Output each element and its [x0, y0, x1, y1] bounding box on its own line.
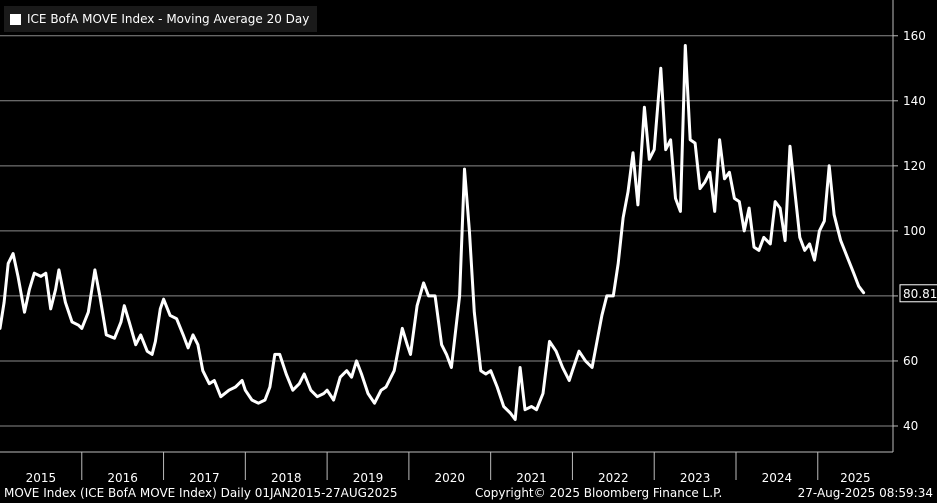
legend-swatch: [10, 13, 21, 25]
x-tick-label: 2019: [353, 471, 384, 485]
y-tick-label: 40: [903, 419, 918, 433]
footer-copyright: Copyright© 2025 Bloomberg Finance L.P.: [475, 486, 723, 500]
x-tick-label: 2022: [598, 471, 629, 485]
x-tick-label: 2023: [680, 471, 711, 485]
x-axis: 2015 2016 2017 2018 2019 2020 2021 2022 2023 2024…: [0, 451, 893, 485]
footer-timestamp: 27-Aug-2025 08:59:34: [797, 486, 933, 500]
last-value-label: 80.81: [903, 287, 937, 301]
grid-lines: [0, 35, 893, 427]
y-tick-label: 140: [903, 94, 926, 108]
series-line: [0, 44, 866, 421]
x-tick-label: 2018: [271, 471, 302, 485]
y-tick-label: 160: [903, 29, 926, 43]
y-tick-label: 100: [903, 224, 926, 238]
x-tick-label: 2017: [189, 471, 220, 485]
chart-title: ICE BofA MOVE Index - Moving Average 20 …: [27, 12, 310, 26]
x-tick-label: 2016: [107, 471, 138, 485]
x-tick-label: 2015: [26, 471, 57, 485]
x-tick-label: 2025: [840, 471, 871, 485]
chart-legend: ICE BofA MOVE Index - Moving Average 20 …: [4, 6, 318, 32]
y-tick-label: 60: [903, 354, 918, 368]
x-tick-label: 2020: [434, 471, 465, 485]
last-value-marker: 80.81: [899, 284, 937, 303]
x-tick-label: 2021: [516, 471, 547, 485]
footer-source: MOVE Index (ICE BofA MOVE Index) Daily 0…: [4, 486, 398, 500]
y-axis: 406080100120140160: [892, 0, 926, 452]
x-tick-label: 2024: [762, 471, 793, 485]
y-tick-label: 120: [903, 159, 926, 173]
